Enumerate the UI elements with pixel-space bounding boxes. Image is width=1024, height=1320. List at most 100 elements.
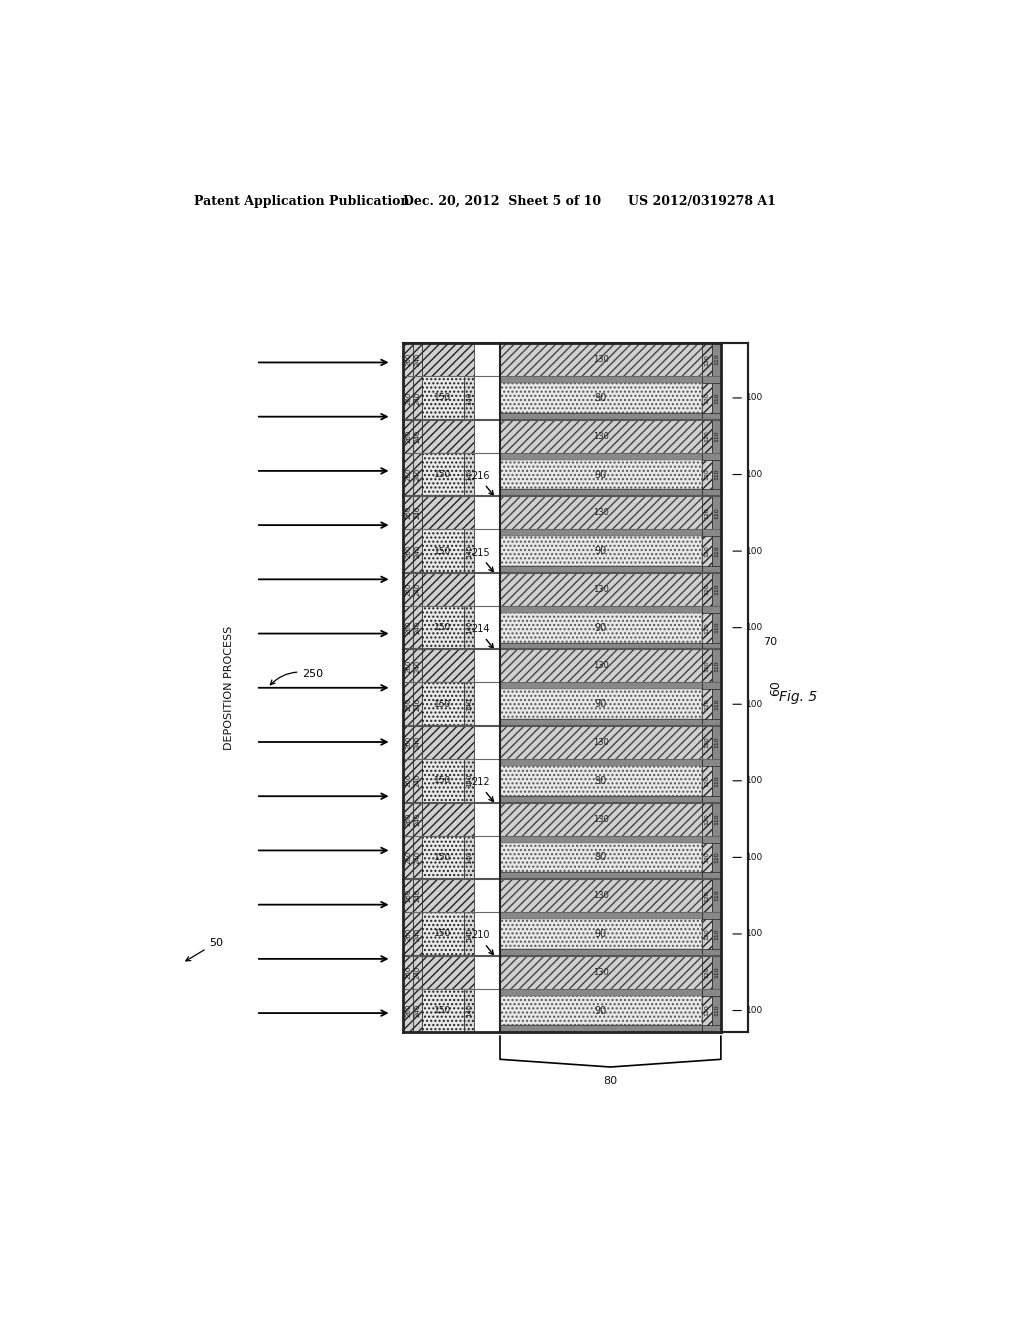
Bar: [500, 873, 701, 879]
Bar: [500, 459, 701, 490]
Bar: [701, 606, 721, 612]
Text: 260: 260: [406, 812, 412, 826]
Text: 140: 140: [466, 697, 472, 711]
Text: 260: 260: [406, 850, 412, 865]
Text: Fig. 5: Fig. 5: [779, 690, 817, 705]
Bar: [500, 689, 701, 719]
Bar: [713, 453, 721, 496]
Bar: [713, 649, 721, 682]
Bar: [701, 956, 713, 989]
Bar: [500, 949, 701, 956]
Bar: [422, 836, 464, 879]
Bar: [500, 726, 701, 759]
Text: 80: 80: [603, 1076, 617, 1086]
Text: 130: 130: [593, 738, 608, 747]
Text: 240: 240: [415, 735, 421, 750]
Bar: [464, 606, 474, 649]
Bar: [403, 836, 414, 879]
Bar: [701, 879, 713, 912]
Text: 90: 90: [595, 776, 607, 785]
Bar: [500, 536, 701, 566]
Bar: [464, 529, 474, 573]
Text: 90: 90: [595, 1006, 607, 1015]
Bar: [500, 796, 701, 803]
Bar: [500, 912, 701, 919]
Bar: [701, 682, 713, 726]
Bar: [414, 989, 422, 1032]
Bar: [701, 949, 721, 956]
Text: 110: 110: [714, 813, 719, 825]
Bar: [422, 989, 464, 1032]
Bar: [414, 573, 422, 606]
Bar: [701, 453, 713, 496]
Bar: [713, 496, 721, 529]
Bar: [403, 649, 414, 682]
Text: 120: 120: [705, 928, 710, 940]
Bar: [464, 912, 474, 956]
Bar: [500, 803, 701, 836]
Text: 110: 110: [714, 583, 719, 595]
Text: 140: 140: [466, 467, 472, 482]
Bar: [701, 529, 713, 573]
Text: 260: 260: [406, 697, 412, 711]
Text: 130: 130: [593, 814, 608, 824]
Bar: [701, 420, 713, 453]
Bar: [713, 803, 721, 836]
Text: 215: 215: [471, 548, 489, 557]
Bar: [701, 759, 721, 766]
Bar: [701, 759, 713, 803]
Text: 70: 70: [764, 636, 777, 647]
Bar: [500, 956, 701, 989]
Text: 110: 110: [714, 392, 719, 404]
Text: 110: 110: [714, 698, 719, 710]
Bar: [414, 912, 422, 956]
Text: 120: 120: [705, 1005, 710, 1016]
Bar: [422, 803, 474, 836]
Text: 260: 260: [406, 467, 412, 482]
Bar: [713, 606, 721, 649]
Text: 110: 110: [714, 507, 719, 519]
Text: 150: 150: [434, 1006, 452, 1015]
Bar: [500, 766, 701, 796]
Bar: [422, 726, 474, 759]
Bar: [464, 759, 474, 803]
Bar: [500, 612, 701, 643]
Text: 150: 150: [434, 929, 452, 939]
Bar: [500, 995, 701, 1026]
Bar: [701, 643, 721, 649]
Bar: [414, 759, 422, 803]
Text: 120: 120: [705, 660, 710, 672]
Bar: [701, 649, 713, 682]
Bar: [701, 413, 721, 420]
Text: 260: 260: [406, 582, 412, 597]
Text: 110: 110: [714, 737, 719, 748]
Bar: [500, 919, 701, 949]
Bar: [701, 682, 721, 689]
Text: 240: 240: [415, 352, 421, 366]
Text: 90: 90: [595, 546, 607, 556]
Bar: [414, 343, 422, 376]
Text: 90: 90: [595, 929, 607, 939]
Text: 100: 100: [746, 776, 764, 785]
Bar: [414, 956, 422, 989]
Bar: [403, 573, 414, 606]
Text: 110: 110: [714, 430, 719, 442]
Text: 260: 260: [406, 965, 412, 979]
Text: 260: 260: [406, 544, 412, 558]
Text: 120: 120: [705, 851, 710, 863]
Text: 110: 110: [714, 469, 719, 480]
Bar: [500, 413, 701, 420]
Bar: [403, 496, 414, 529]
Bar: [464, 453, 474, 496]
Bar: [464, 989, 474, 1032]
Bar: [500, 453, 701, 459]
Bar: [500, 719, 701, 726]
Text: 120: 120: [705, 775, 710, 787]
Bar: [713, 726, 721, 759]
Bar: [414, 803, 422, 836]
Text: 240: 240: [415, 506, 421, 520]
Bar: [701, 1026, 721, 1032]
Bar: [701, 453, 721, 459]
Text: 260: 260: [406, 774, 412, 788]
Text: 100: 100: [746, 393, 764, 403]
